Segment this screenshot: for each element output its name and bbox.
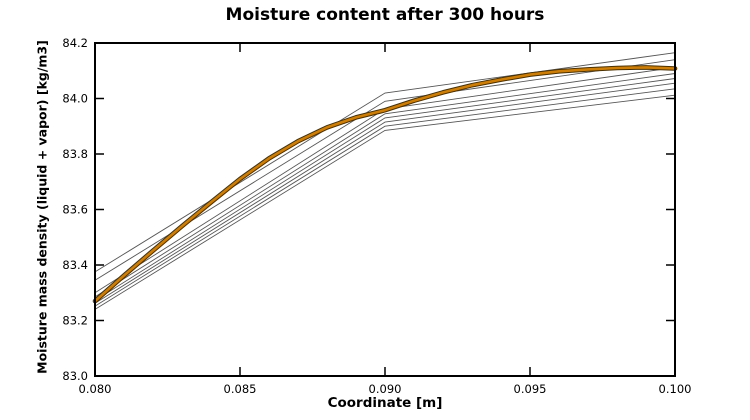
x-tick-label: 0.085 bbox=[224, 382, 257, 396]
chart-title: Moisture content after 300 hours bbox=[225, 5, 545, 25]
thin-line-1 bbox=[94, 52, 676, 273]
x-axis-label: Coordinate [m] bbox=[327, 395, 443, 411]
plot-border bbox=[94, 42, 676, 377]
x-tick-label: 0.095 bbox=[514, 382, 547, 396]
y-tick-label: 84.2 bbox=[62, 36, 88, 50]
x-tick-label: 0.090 bbox=[369, 382, 402, 396]
y-tick-label: 83.8 bbox=[62, 147, 88, 161]
y-tick-label: 83.0 bbox=[62, 369, 88, 383]
y-tick-label: 84.0 bbox=[62, 92, 88, 106]
y-tick-label: 83.2 bbox=[62, 314, 88, 328]
highlighted-line bbox=[93, 66, 677, 303]
y-tick-label: 83.6 bbox=[62, 203, 88, 217]
x-tick-label: 0.100 bbox=[659, 382, 692, 396]
thin-line-7 bbox=[94, 88, 676, 307]
x-tick-label: 0.080 bbox=[79, 382, 112, 396]
thin-line-4 bbox=[94, 73, 676, 298]
highlighted-line-outline bbox=[92, 65, 678, 304]
thin-line-5 bbox=[94, 78, 676, 301]
thin-line-6 bbox=[94, 82, 676, 304]
thin-line-8 bbox=[94, 94, 676, 310]
y-tick-label: 83.4 bbox=[62, 258, 88, 272]
